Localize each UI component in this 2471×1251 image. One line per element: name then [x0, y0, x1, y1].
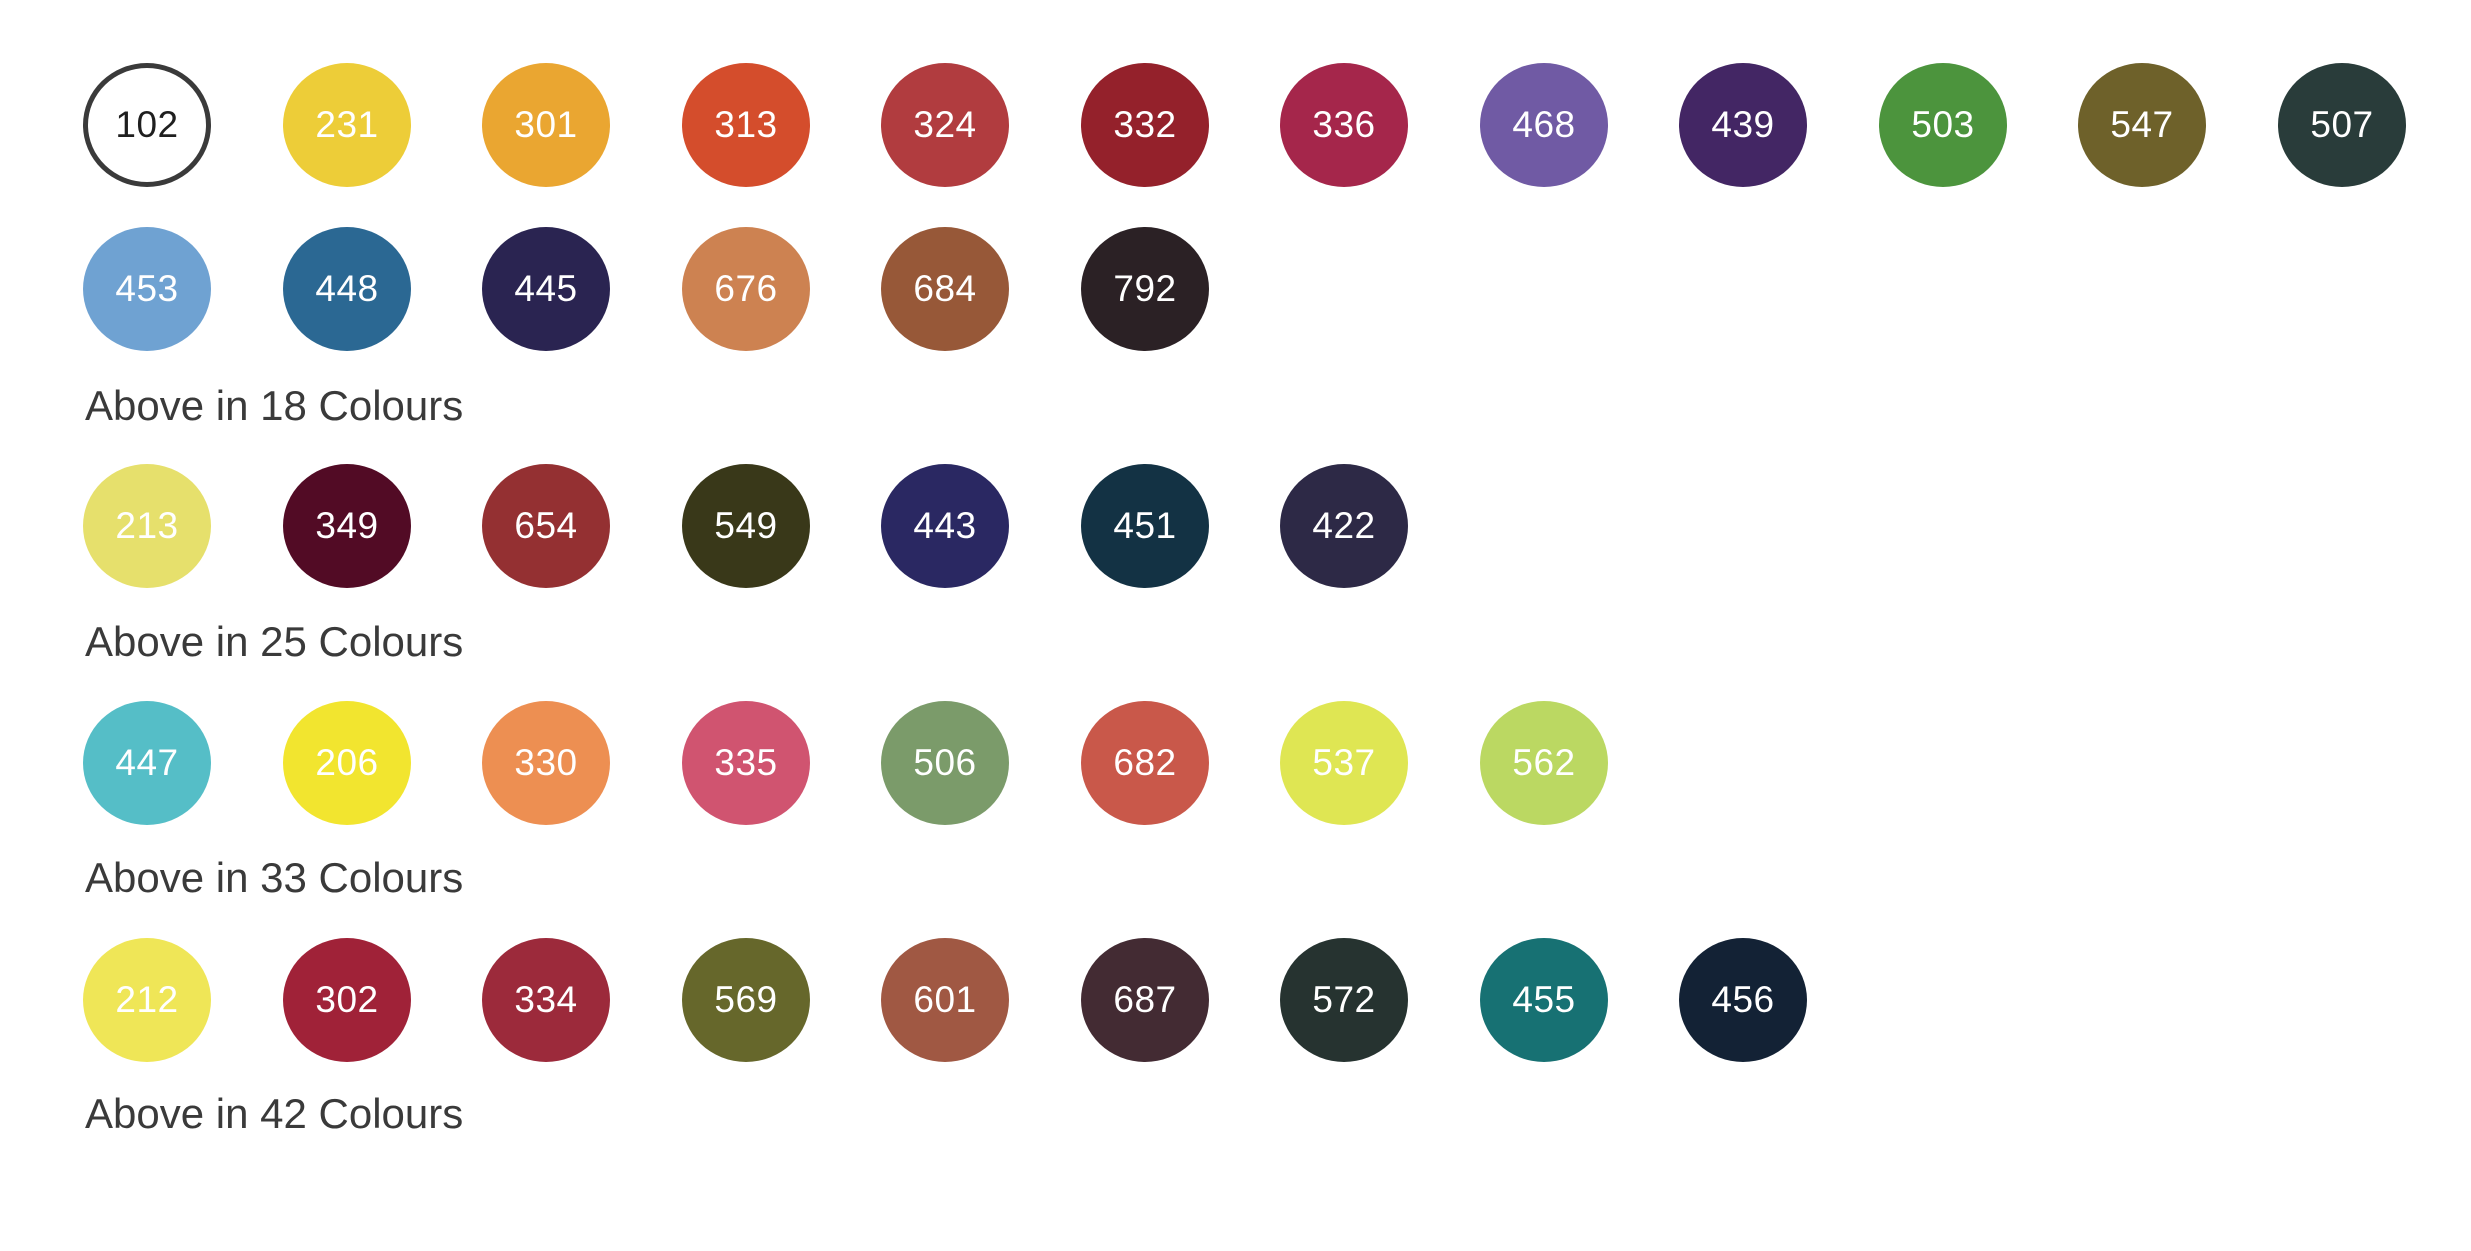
colour-swatch-562: 562 [1480, 701, 1608, 825]
swatch-code: 547 [2110, 104, 2174, 145]
colour-swatch-332: 332 [1081, 63, 1209, 187]
colour-swatch-439: 439 [1679, 63, 1807, 187]
colour-swatch-537: 537 [1280, 701, 1408, 825]
colour-swatch-682: 682 [1081, 701, 1209, 825]
swatch-code: 330 [514, 742, 578, 783]
colour-swatch-445: 445 [482, 227, 610, 351]
colour-swatch-443: 443 [881, 464, 1009, 588]
colour-swatch-792: 792 [1081, 227, 1209, 351]
swatch-code: 301 [514, 104, 578, 145]
colour-swatch-549: 549 [682, 464, 810, 588]
swatch-code: 447 [115, 742, 179, 783]
swatch-code: 572 [1312, 979, 1376, 1020]
swatch-code: 102 [115, 104, 179, 145]
swatch-code: 443 [913, 505, 977, 546]
swatch-code: 506 [913, 742, 977, 783]
swatch-code: 562 [1512, 742, 1576, 783]
colour-swatch-503: 503 [1879, 63, 2007, 187]
colour-swatch-506: 506 [881, 701, 1009, 825]
colour-swatch-569: 569 [682, 938, 810, 1062]
colour-swatch-212: 212 [83, 938, 211, 1062]
swatch-code: 439 [1711, 104, 1775, 145]
colour-swatch-335: 335 [682, 701, 810, 825]
colour-swatch-213: 213 [83, 464, 211, 588]
colour-swatch-301: 301 [482, 63, 610, 187]
swatch-code: 231 [315, 104, 379, 145]
colour-swatch-456: 456 [1679, 938, 1807, 1062]
colour-swatch-687: 687 [1081, 938, 1209, 1062]
swatch-code: 549 [714, 505, 778, 546]
colour-swatch-572: 572 [1280, 938, 1408, 1062]
swatch-code: 537 [1312, 742, 1376, 783]
swatch-code: 676 [714, 268, 778, 309]
swatch-code: 206 [315, 742, 379, 783]
colour-swatch-206: 206 [283, 701, 411, 825]
colour-swatch-684: 684 [881, 227, 1009, 351]
swatch-code: 422 [1312, 505, 1376, 546]
swatch-code: 302 [315, 979, 379, 1020]
swatch-code: 792 [1113, 268, 1177, 309]
swatch-code: 336 [1312, 104, 1376, 145]
swatch-code: 445 [514, 268, 578, 309]
colour-swatch-468: 468 [1480, 63, 1608, 187]
swatch-code: 448 [315, 268, 379, 309]
swatch-code: 451 [1113, 505, 1177, 546]
colour-swatch-302: 302 [283, 938, 411, 1062]
colour-swatch-330: 330 [482, 701, 610, 825]
swatch-code: 313 [714, 104, 778, 145]
swatch-code: 212 [115, 979, 179, 1020]
group-caption: Above in 25 Colours [85, 618, 464, 665]
colour-swatch-334: 334 [482, 938, 610, 1062]
group-caption: Above in 18 Colours [85, 382, 464, 429]
colour-swatch-676: 676 [682, 227, 810, 351]
swatch-code: 455 [1512, 979, 1576, 1020]
swatch-code: 654 [514, 505, 578, 546]
colour-swatch-547: 547 [2078, 63, 2206, 187]
swatch-code: 601 [913, 979, 977, 1020]
swatch-code: 453 [115, 268, 179, 309]
colour-swatch-654: 654 [482, 464, 610, 588]
swatch-code: 324 [913, 104, 977, 145]
colour-swatch-102: 102 [83, 63, 211, 187]
swatch-code: 334 [514, 979, 578, 1020]
group-caption: Above in 33 Colours [85, 854, 464, 901]
colour-swatch-448: 448 [283, 227, 411, 351]
colour-swatch-349: 349 [283, 464, 411, 588]
colour-swatch-453: 453 [83, 227, 211, 351]
colour-swatch-231: 231 [283, 63, 411, 187]
swatch-code: 687 [1113, 979, 1177, 1020]
swatch-code: 332 [1113, 104, 1177, 145]
swatch-code: 335 [714, 742, 778, 783]
swatch-code: 468 [1512, 104, 1576, 145]
colour-swatch-601: 601 [881, 938, 1009, 1062]
colour-swatch-447: 447 [83, 701, 211, 825]
colour-swatch-451: 451 [1081, 464, 1209, 588]
swatch-code: 507 [2310, 104, 2374, 145]
colour-swatch-507: 507 [2278, 63, 2406, 187]
group-caption: Above in 42 Colours [85, 1090, 464, 1137]
colour-swatch-422: 422 [1280, 464, 1408, 588]
colour-swatch-336: 336 [1280, 63, 1408, 187]
swatch-code: 569 [714, 979, 778, 1020]
swatch-code: 456 [1711, 979, 1775, 1020]
colour-swatch-455: 455 [1480, 938, 1608, 1062]
colour-swatch-313: 313 [682, 63, 810, 187]
swatch-code: 503 [1911, 104, 1975, 145]
swatch-code: 349 [315, 505, 379, 546]
swatch-code: 684 [913, 268, 977, 309]
colour-swatch-324: 324 [881, 63, 1009, 187]
swatch-code: 682 [1113, 742, 1177, 783]
swatch-code: 213 [115, 505, 179, 546]
